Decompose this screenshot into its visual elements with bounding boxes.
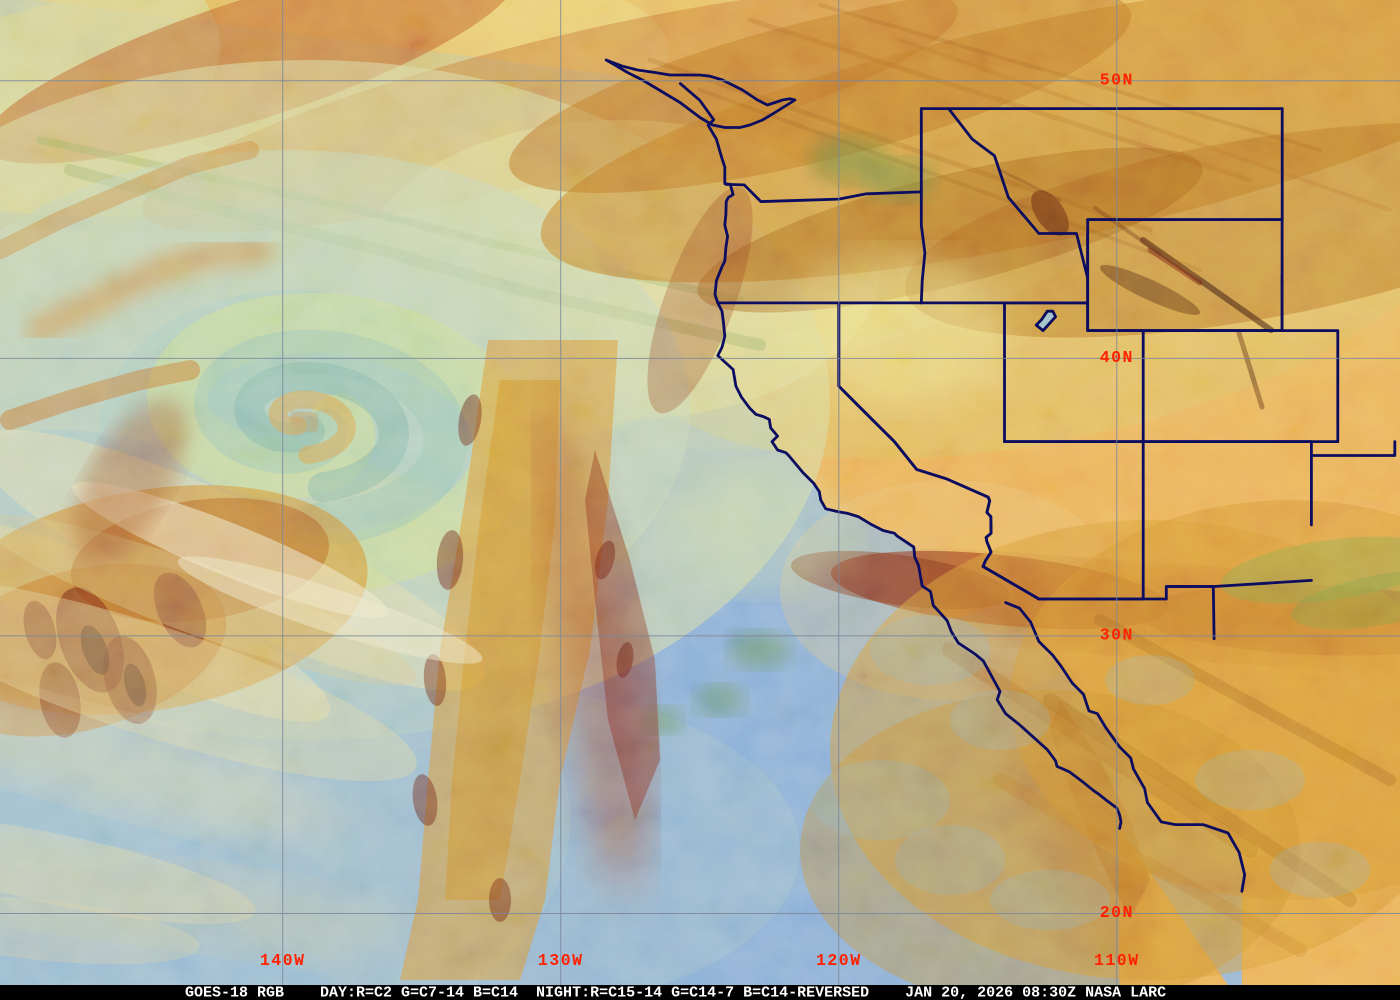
svg-text:30N: 30N xyxy=(1100,625,1134,644)
svg-text:20N: 20N xyxy=(1100,903,1134,922)
svg-text:130W: 130W xyxy=(538,951,584,970)
svg-text:GOES-18 RGB DAY:R=C2 G=C7-1: GOES-18 RGB DAY:R=C2 G=C7-14 B=C14 NIGHT… xyxy=(185,985,1166,1000)
svg-text:120W: 120W xyxy=(816,951,862,970)
svg-text:110W: 110W xyxy=(1094,951,1140,970)
svg-text:40N: 40N xyxy=(1100,348,1134,367)
svg-text:140W: 140W xyxy=(260,951,306,970)
svg-text:50N: 50N xyxy=(1100,70,1134,89)
